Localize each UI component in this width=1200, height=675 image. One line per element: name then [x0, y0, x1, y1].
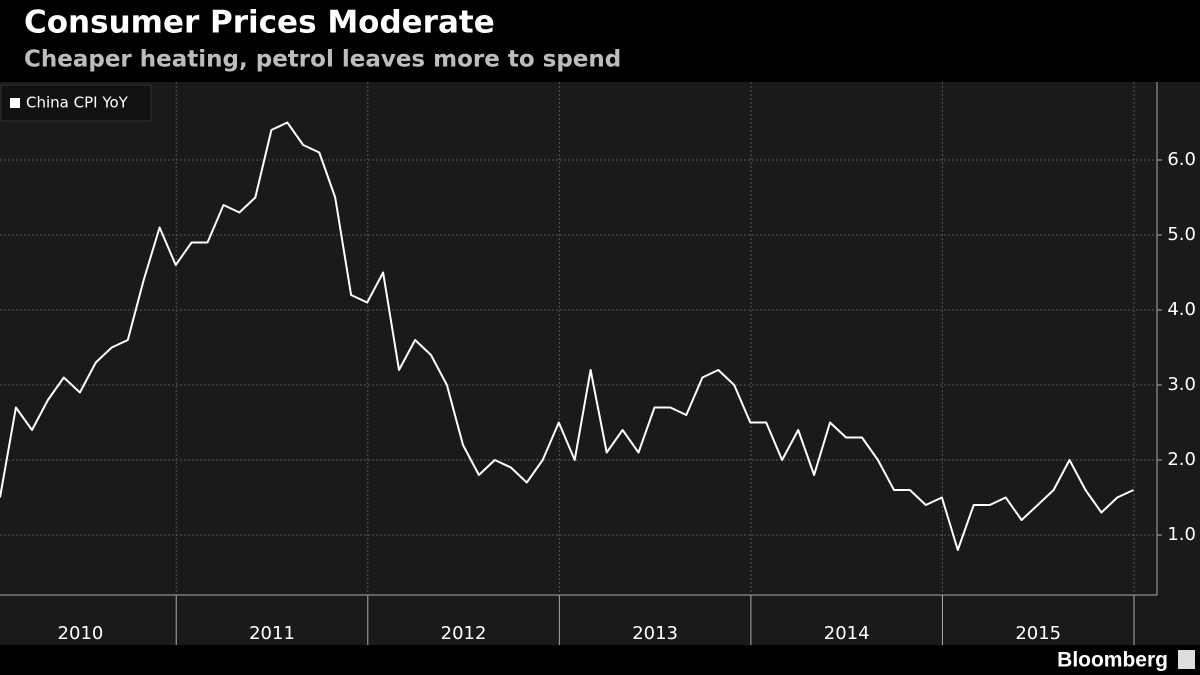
x-tick-label: 2014 [824, 623, 870, 644]
x-tick-label: 2015 [1015, 623, 1061, 644]
legend-swatch [10, 98, 20, 108]
y-tick-label: 1.0 [1167, 524, 1196, 545]
legend-label: China CPI YoY [26, 94, 129, 112]
x-tick-label: 2012 [441, 623, 487, 644]
legend-box [0, 84, 152, 122]
y-tick-label: 4.0 [1167, 299, 1196, 320]
chart-subtitle: Cheaper heating, petrol leaves more to s… [24, 47, 621, 73]
y-tick-label: 6.0 [1167, 149, 1196, 170]
x-tick-label: 2011 [249, 623, 295, 644]
chart-title: Consumer Prices Moderate [24, 5, 495, 41]
logo-icon [1178, 650, 1195, 669]
y-tick-label: 2.0 [1167, 449, 1196, 470]
y-tick-label: 5.0 [1167, 224, 1196, 245]
x-tick-label: 2013 [632, 623, 678, 644]
line [0, 121, 1134, 551]
plot-background [0, 82, 1200, 645]
source: Bloomberg [1057, 649, 1168, 672]
y-tick-label: 3.0 [1167, 374, 1196, 395]
x-tick-label: 2010 [58, 623, 104, 644]
